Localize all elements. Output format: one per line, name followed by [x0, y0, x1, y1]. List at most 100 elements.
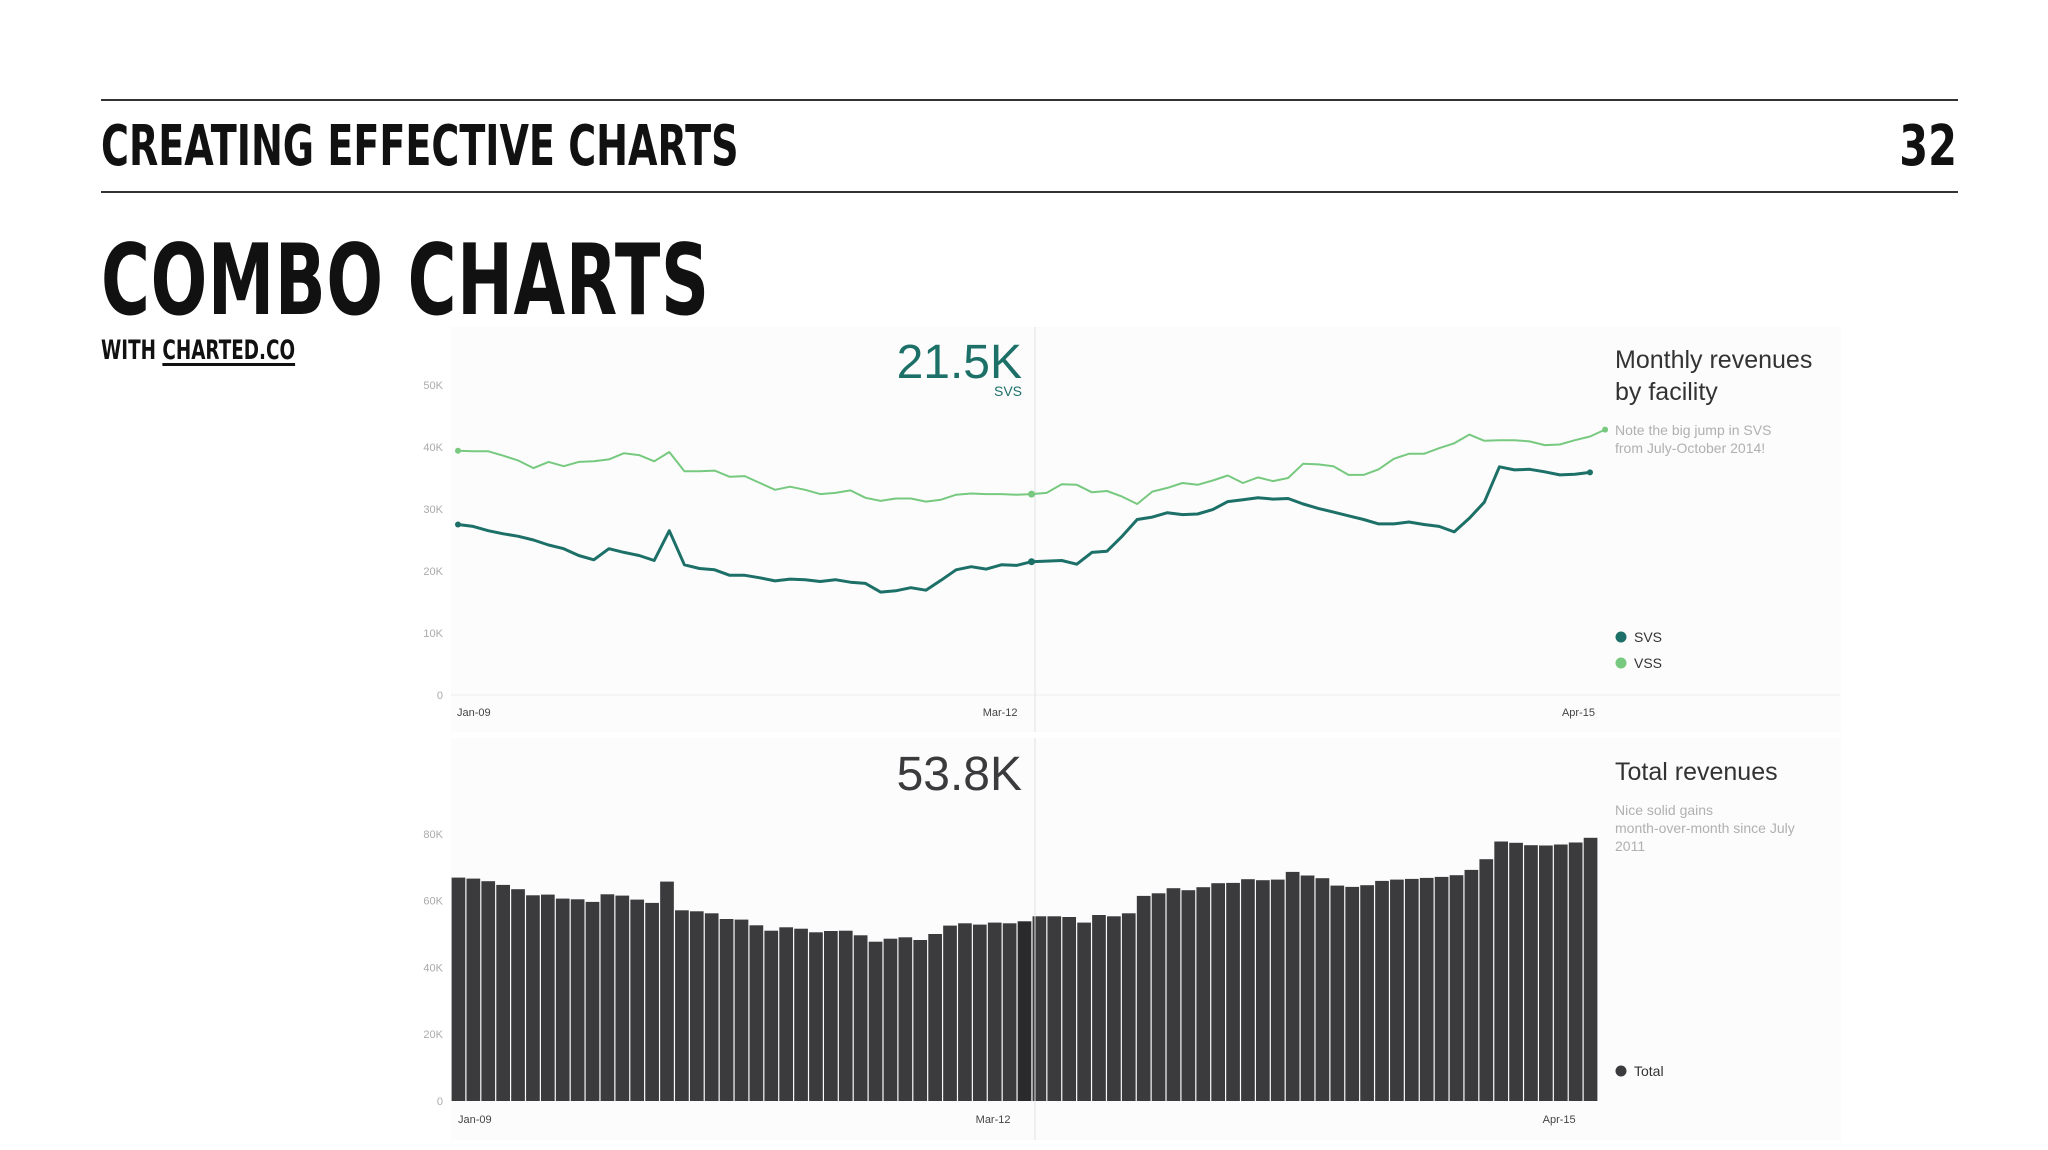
highlight-value: 53.8K [897, 748, 1022, 801]
deck-title: CREATING EFFECTIVE CHARTS [101, 114, 739, 179]
slide-title: COMBO CHARTS [101, 224, 710, 338]
bar[interactable] [1047, 916, 1062, 1101]
x-tick-label: Mar-12 [976, 1114, 1011, 1126]
bar[interactable] [660, 881, 674, 1101]
bar[interactable] [1017, 921, 1032, 1101]
bar[interactable] [734, 919, 749, 1101]
bar[interactable] [1553, 844, 1568, 1102]
bar[interactable] [645, 902, 659, 1101]
chart-note: Note the big jump in SVS from July-Octobe… [1615, 422, 1771, 456]
bar[interactable] [1434, 876, 1449, 1101]
line-panel-bg [451, 327, 1841, 732]
y-tick-label: 0 [437, 1096, 443, 1108]
bar[interactable] [779, 927, 794, 1101]
bar[interactable] [1568, 842, 1583, 1102]
bar-chart: 0 20K 40K 60K 80K Jan-09 Mar-12 Apr-15 53.8K T… [423, 738, 1795, 1140]
bar[interactable] [794, 928, 808, 1101]
legend-swatch-total [1615, 1065, 1627, 1077]
bar[interactable] [1032, 916, 1047, 1101]
bar[interactable] [600, 894, 615, 1101]
bar[interactable] [749, 925, 764, 1101]
bar[interactable] [1360, 885, 1374, 1101]
bar[interactable] [913, 940, 928, 1101]
legend-label-vss[interactable]: VSS [1634, 655, 1662, 671]
bar[interactable] [570, 899, 585, 1101]
bar[interactable] [466, 878, 481, 1101]
bar[interactable] [1255, 880, 1270, 1101]
bar[interactable] [555, 898, 570, 1101]
bar[interactable] [1121, 913, 1136, 1101]
bar[interactable] [1211, 883, 1225, 1101]
y-tick-label: 10K [423, 628, 443, 640]
bar[interactable] [689, 911, 704, 1101]
bar[interactable] [704, 913, 719, 1101]
bar[interactable] [1300, 875, 1315, 1102]
bar[interactable] [1107, 916, 1121, 1101]
bar[interactable] [987, 922, 1002, 1101]
bar[interactable] [1002, 923, 1017, 1101]
bar[interactable] [1181, 890, 1196, 1101]
legend-swatch-svs [1615, 631, 1627, 643]
bar[interactable] [1345, 886, 1360, 1101]
bar[interactable] [1136, 895, 1151, 1101]
bar[interactable] [1226, 882, 1240, 1101]
bar[interactable] [1285, 871, 1300, 1101]
bar[interactable] [511, 889, 525, 1101]
bar[interactable] [719, 919, 734, 1101]
bar[interactable] [1241, 879, 1255, 1101]
charted-link[interactable]: CHARTED.CO [162, 335, 296, 366]
bar[interactable] [585, 901, 600, 1101]
bar[interactable] [883, 938, 898, 1101]
bar[interactable] [540, 894, 555, 1101]
bar[interactable] [1449, 875, 1464, 1101]
bar[interactable] [1330, 885, 1345, 1101]
bar[interactable] [1166, 888, 1181, 1101]
bar[interactable] [1464, 869, 1479, 1101]
legend-swatch-vss [1615, 657, 1627, 669]
legend-label-svs[interactable]: SVS [1634, 629, 1662, 645]
bar[interactable] [853, 935, 868, 1101]
bar-y-axis: 0 20K 40K 60K 80K [423, 829, 443, 1108]
subtitle-prefix: WITH [101, 335, 163, 366]
legend-label-total[interactable]: Total [1634, 1063, 1664, 1079]
bar[interactable] [1479, 859, 1494, 1101]
bar[interactable] [972, 924, 987, 1101]
bar[interactable] [764, 930, 779, 1101]
bar[interactable] [1062, 917, 1077, 1101]
bar[interactable] [1583, 837, 1598, 1101]
chart-note: Nice solid gains month-over-month since J… [1615, 802, 1795, 854]
bar[interactable] [481, 881, 496, 1101]
bar[interactable] [868, 941, 883, 1101]
x-tick-label: Apr-15 [1562, 707, 1595, 719]
bar[interactable] [451, 877, 466, 1101]
bar[interactable] [1315, 878, 1330, 1101]
bar[interactable] [1196, 887, 1211, 1101]
bar[interactable] [1375, 880, 1389, 1101]
bar[interactable] [958, 923, 972, 1101]
bar[interactable] [496, 884, 510, 1101]
bar[interactable] [1151, 893, 1166, 1101]
line-series [455, 426, 1609, 594]
bar[interactable] [1404, 878, 1419, 1101]
bar[interactable] [526, 895, 540, 1101]
bar[interactable] [1539, 845, 1553, 1102]
bar[interactable] [824, 931, 838, 1101]
bar-sidebar: Total revenues Nice solid gains month-over… [1615, 758, 1795, 1079]
bar[interactable] [898, 937, 913, 1101]
bar[interactable] [615, 895, 630, 1101]
bar[interactable] [630, 899, 645, 1101]
bar[interactable] [1419, 877, 1434, 1101]
bar[interactable] [838, 930, 853, 1101]
bar[interactable] [928, 934, 942, 1101]
bar[interactable] [943, 925, 957, 1101]
bar[interactable] [675, 910, 689, 1101]
bar[interactable] [1390, 879, 1404, 1101]
bar[interactable] [809, 932, 823, 1101]
bar[interactable] [1494, 841, 1509, 1102]
bar[interactable] [1524, 845, 1538, 1101]
bar[interactable] [1270, 879, 1285, 1101]
bar[interactable] [1509, 842, 1523, 1101]
bar[interactable] [1077, 922, 1091, 1101]
series-line-svs [457, 465, 1591, 594]
bar[interactable] [1092, 915, 1106, 1101]
